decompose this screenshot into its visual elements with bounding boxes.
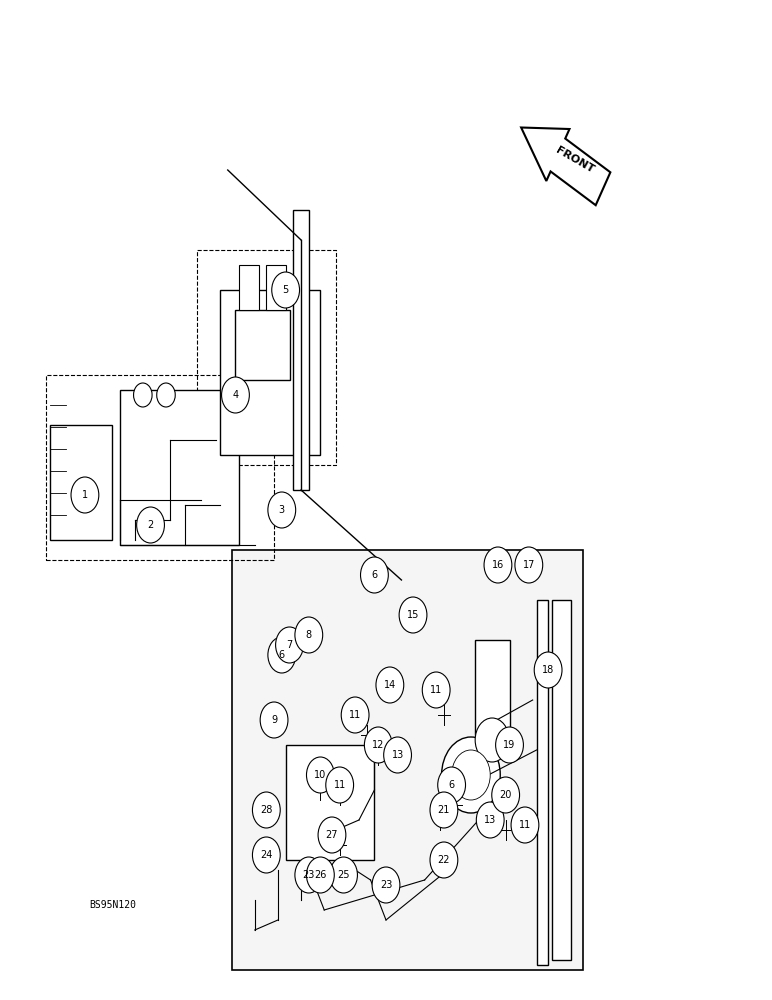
Text: 10: 10 xyxy=(314,770,327,780)
Text: 14: 14 xyxy=(384,680,396,690)
Circle shape xyxy=(137,507,164,543)
Circle shape xyxy=(484,547,512,583)
Text: 2: 2 xyxy=(147,520,154,530)
Circle shape xyxy=(430,792,458,828)
Text: 13: 13 xyxy=(391,750,404,760)
Bar xyxy=(120,390,239,545)
Bar xyxy=(197,250,336,465)
Text: BS95N120: BS95N120 xyxy=(89,900,136,910)
Text: 11: 11 xyxy=(430,685,442,695)
Circle shape xyxy=(326,767,354,803)
Polygon shape xyxy=(521,128,611,205)
Text: 12: 12 xyxy=(372,740,384,750)
Text: 13: 13 xyxy=(484,815,496,825)
Circle shape xyxy=(330,857,357,893)
Circle shape xyxy=(492,777,520,813)
Circle shape xyxy=(268,637,296,673)
Circle shape xyxy=(318,817,346,853)
Circle shape xyxy=(399,597,427,633)
Bar xyxy=(232,550,583,970)
Text: 15: 15 xyxy=(407,610,419,620)
Bar xyxy=(50,425,112,540)
Circle shape xyxy=(252,837,280,873)
Text: 23: 23 xyxy=(380,880,392,890)
Circle shape xyxy=(476,802,504,838)
Circle shape xyxy=(372,867,400,903)
Circle shape xyxy=(534,652,562,688)
Circle shape xyxy=(511,807,539,843)
Text: 27: 27 xyxy=(326,830,338,840)
Text: 28: 28 xyxy=(260,805,273,815)
Circle shape xyxy=(252,792,280,828)
Text: 6: 6 xyxy=(449,780,455,790)
Circle shape xyxy=(341,697,369,733)
Circle shape xyxy=(442,737,500,813)
Circle shape xyxy=(422,672,450,708)
Text: 7: 7 xyxy=(286,640,293,650)
Circle shape xyxy=(384,737,411,773)
Text: 16: 16 xyxy=(492,560,504,570)
Bar xyxy=(46,375,274,560)
Circle shape xyxy=(364,727,392,763)
Text: 23: 23 xyxy=(303,870,315,880)
Text: 11: 11 xyxy=(334,780,346,790)
Text: 18: 18 xyxy=(542,665,554,675)
Text: 25: 25 xyxy=(337,870,350,880)
Circle shape xyxy=(475,718,510,762)
Text: 20: 20 xyxy=(499,790,512,800)
Circle shape xyxy=(306,857,334,893)
Text: 9: 9 xyxy=(271,715,277,725)
Circle shape xyxy=(515,547,543,583)
Circle shape xyxy=(438,767,466,803)
Circle shape xyxy=(268,492,296,528)
Circle shape xyxy=(295,857,323,893)
Text: 8: 8 xyxy=(306,630,312,640)
Circle shape xyxy=(376,667,404,703)
Bar xyxy=(286,745,374,860)
Bar xyxy=(537,600,548,965)
Text: 1: 1 xyxy=(82,490,88,500)
Text: 11: 11 xyxy=(349,710,361,720)
Bar xyxy=(220,290,320,455)
Circle shape xyxy=(361,557,388,593)
Text: 26: 26 xyxy=(314,870,327,880)
Text: 3: 3 xyxy=(279,505,285,515)
Circle shape xyxy=(452,750,490,800)
Circle shape xyxy=(496,727,523,763)
Text: 21: 21 xyxy=(438,805,450,815)
Text: 4: 4 xyxy=(232,390,239,400)
Bar xyxy=(475,640,510,735)
Text: 19: 19 xyxy=(503,740,516,750)
Text: FRONT: FRONT xyxy=(554,145,596,175)
Bar xyxy=(552,600,571,960)
Circle shape xyxy=(222,377,249,413)
Circle shape xyxy=(430,842,458,878)
Text: 17: 17 xyxy=(523,560,535,570)
Text: 6: 6 xyxy=(279,650,285,660)
Circle shape xyxy=(157,383,175,407)
Circle shape xyxy=(306,757,334,793)
Bar xyxy=(239,265,259,310)
Circle shape xyxy=(71,477,99,513)
Bar xyxy=(266,265,286,310)
Circle shape xyxy=(295,617,323,653)
Text: 22: 22 xyxy=(438,855,450,865)
Bar xyxy=(293,210,309,490)
Circle shape xyxy=(134,383,152,407)
Circle shape xyxy=(272,272,300,308)
Bar xyxy=(235,310,290,380)
Circle shape xyxy=(260,702,288,738)
Circle shape xyxy=(276,627,303,663)
Text: 5: 5 xyxy=(283,285,289,295)
Text: 11: 11 xyxy=(519,820,531,830)
Text: 24: 24 xyxy=(260,850,273,860)
Text: 6: 6 xyxy=(371,570,378,580)
